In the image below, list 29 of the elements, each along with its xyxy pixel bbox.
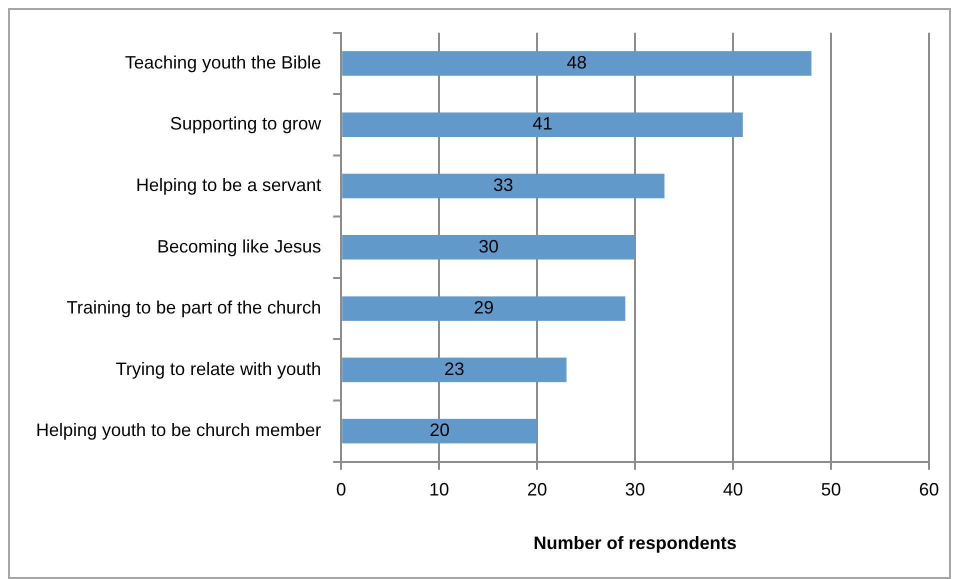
- bar: [342, 51, 812, 76]
- x-tick-label: 60: [918, 480, 940, 500]
- y-tick-label: Trying to relate with youth: [116, 358, 322, 379]
- y-tick-label: Supporting to grow: [170, 114, 322, 134]
- y-tick-label: Becoming like Jesus: [157, 236, 322, 256]
- x-axis-title: Number of respondents: [534, 533, 737, 554]
- data-label: 41: [532, 114, 553, 134]
- bar: [342, 296, 626, 321]
- y-tick-label: Teaching youth the Bible: [125, 52, 322, 72]
- x-tick-label: 0: [336, 480, 346, 500]
- data-label: 20: [430, 420, 450, 440]
- x-tick-label: 10: [429, 480, 450, 500]
- data-label: 23: [444, 358, 464, 379]
- bar: [342, 235, 636, 260]
- x-tick-label: 20: [527, 480, 548, 500]
- bar: [342, 112, 743, 137]
- data-label: 29: [474, 298, 494, 318]
- x-tick-label: 50: [821, 480, 842, 500]
- x-tick-label: 30: [625, 480, 646, 500]
- y-tick-label: Training to be part of the church: [66, 298, 322, 318]
- bar: [342, 174, 664, 198]
- y-tick-label: Helping youth to be church member: [36, 420, 322, 440]
- data-label: 33: [493, 174, 514, 195]
- bar: [342, 418, 538, 444]
- data-label: 48: [566, 52, 587, 72]
- y-tick-label: Helping to be a servant: [136, 174, 322, 195]
- x-tick-label: 40: [723, 480, 744, 500]
- bar: [342, 358, 566, 382]
- data-label: 30: [478, 236, 499, 256]
